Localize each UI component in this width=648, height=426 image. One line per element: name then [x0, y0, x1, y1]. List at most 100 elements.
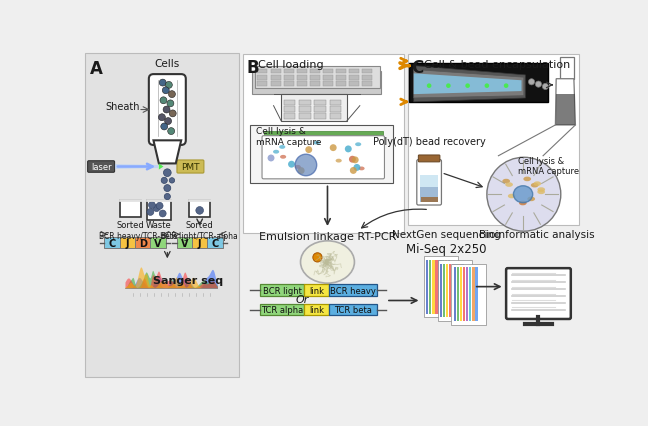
FancyBboxPatch shape: [260, 285, 305, 296]
Bar: [284, 82, 294, 86]
Bar: [440, 264, 442, 318]
Circle shape: [164, 194, 170, 200]
Circle shape: [487, 158, 561, 232]
Bar: [297, 82, 307, 86]
Circle shape: [167, 101, 174, 108]
Ellipse shape: [336, 159, 341, 163]
Ellipse shape: [537, 188, 545, 193]
Bar: [435, 260, 437, 314]
Text: TCR beta: TCR beta: [334, 305, 372, 314]
FancyBboxPatch shape: [260, 304, 305, 315]
Bar: [449, 264, 452, 318]
Circle shape: [156, 203, 163, 210]
FancyBboxPatch shape: [255, 67, 380, 89]
Circle shape: [168, 92, 176, 98]
Bar: [257, 82, 268, 86]
FancyBboxPatch shape: [262, 136, 384, 179]
FancyBboxPatch shape: [419, 155, 440, 162]
Bar: [310, 69, 319, 74]
Text: BCR light/TCR-alpha: BCR light/TCR-alpha: [161, 232, 238, 241]
Circle shape: [345, 146, 352, 153]
Bar: [441, 260, 444, 314]
Bar: [323, 82, 333, 86]
Text: Poly(dT) bead recovery: Poly(dT) bead recovery: [373, 136, 485, 147]
Text: BCR light: BCR light: [262, 286, 301, 295]
Ellipse shape: [273, 150, 279, 154]
Circle shape: [330, 145, 337, 152]
Ellipse shape: [358, 167, 365, 171]
Circle shape: [163, 107, 170, 114]
Ellipse shape: [295, 166, 301, 170]
Text: D: D: [139, 238, 146, 248]
Text: J: J: [198, 238, 202, 248]
Text: BCR heavy/TCR-beta: BCR heavy/TCR-beta: [98, 232, 178, 241]
Bar: [336, 82, 346, 86]
FancyBboxPatch shape: [135, 238, 150, 248]
Circle shape: [295, 155, 317, 176]
Ellipse shape: [527, 197, 535, 202]
Bar: [314, 114, 326, 119]
Circle shape: [165, 118, 172, 125]
Text: Cell loading: Cell loading: [258, 60, 324, 69]
FancyBboxPatch shape: [120, 238, 135, 248]
Polygon shape: [159, 164, 163, 170]
Circle shape: [159, 80, 166, 87]
Bar: [457, 268, 459, 322]
FancyBboxPatch shape: [424, 256, 458, 318]
Bar: [310, 82, 319, 86]
Text: A: A: [90, 60, 103, 78]
Circle shape: [350, 167, 357, 175]
FancyBboxPatch shape: [104, 238, 120, 248]
Bar: [270, 82, 281, 86]
Bar: [438, 260, 441, 314]
Ellipse shape: [508, 194, 516, 199]
FancyBboxPatch shape: [560, 58, 574, 80]
Circle shape: [163, 170, 171, 177]
Ellipse shape: [524, 177, 531, 182]
Ellipse shape: [533, 182, 541, 187]
FancyBboxPatch shape: [417, 160, 441, 205]
FancyBboxPatch shape: [243, 55, 404, 233]
Bar: [349, 82, 359, 86]
Bar: [330, 100, 341, 106]
Bar: [330, 107, 341, 112]
Bar: [257, 76, 268, 81]
Bar: [270, 76, 281, 81]
Bar: [284, 69, 294, 74]
Circle shape: [196, 207, 203, 215]
Ellipse shape: [519, 201, 527, 206]
Bar: [120, 201, 141, 218]
Text: Cell lysis &
mRNA capture: Cell lysis & mRNA capture: [256, 127, 321, 147]
Ellipse shape: [531, 184, 538, 188]
Bar: [362, 76, 372, 81]
Bar: [270, 69, 281, 74]
Ellipse shape: [314, 141, 320, 145]
Polygon shape: [413, 74, 522, 95]
Polygon shape: [413, 66, 526, 103]
Bar: [146, 201, 171, 220]
Circle shape: [165, 82, 172, 89]
Text: Sorted: Sorted: [117, 220, 145, 229]
FancyBboxPatch shape: [305, 285, 329, 296]
Bar: [469, 268, 472, 322]
Bar: [349, 76, 359, 81]
Bar: [299, 114, 310, 119]
Text: Sheath: Sheath: [106, 101, 140, 112]
FancyBboxPatch shape: [420, 187, 438, 202]
Bar: [314, 107, 326, 112]
Bar: [456, 264, 457, 318]
Text: B: B: [247, 59, 259, 77]
Circle shape: [313, 253, 322, 262]
Bar: [299, 100, 310, 106]
FancyBboxPatch shape: [207, 238, 223, 248]
Bar: [460, 268, 462, 322]
Circle shape: [427, 84, 432, 89]
Bar: [284, 107, 295, 112]
FancyBboxPatch shape: [192, 238, 207, 248]
Bar: [284, 114, 295, 119]
Bar: [461, 264, 464, 318]
Circle shape: [353, 164, 360, 171]
Circle shape: [485, 84, 489, 89]
Ellipse shape: [502, 179, 510, 184]
Text: Waste: Waste: [146, 220, 172, 229]
